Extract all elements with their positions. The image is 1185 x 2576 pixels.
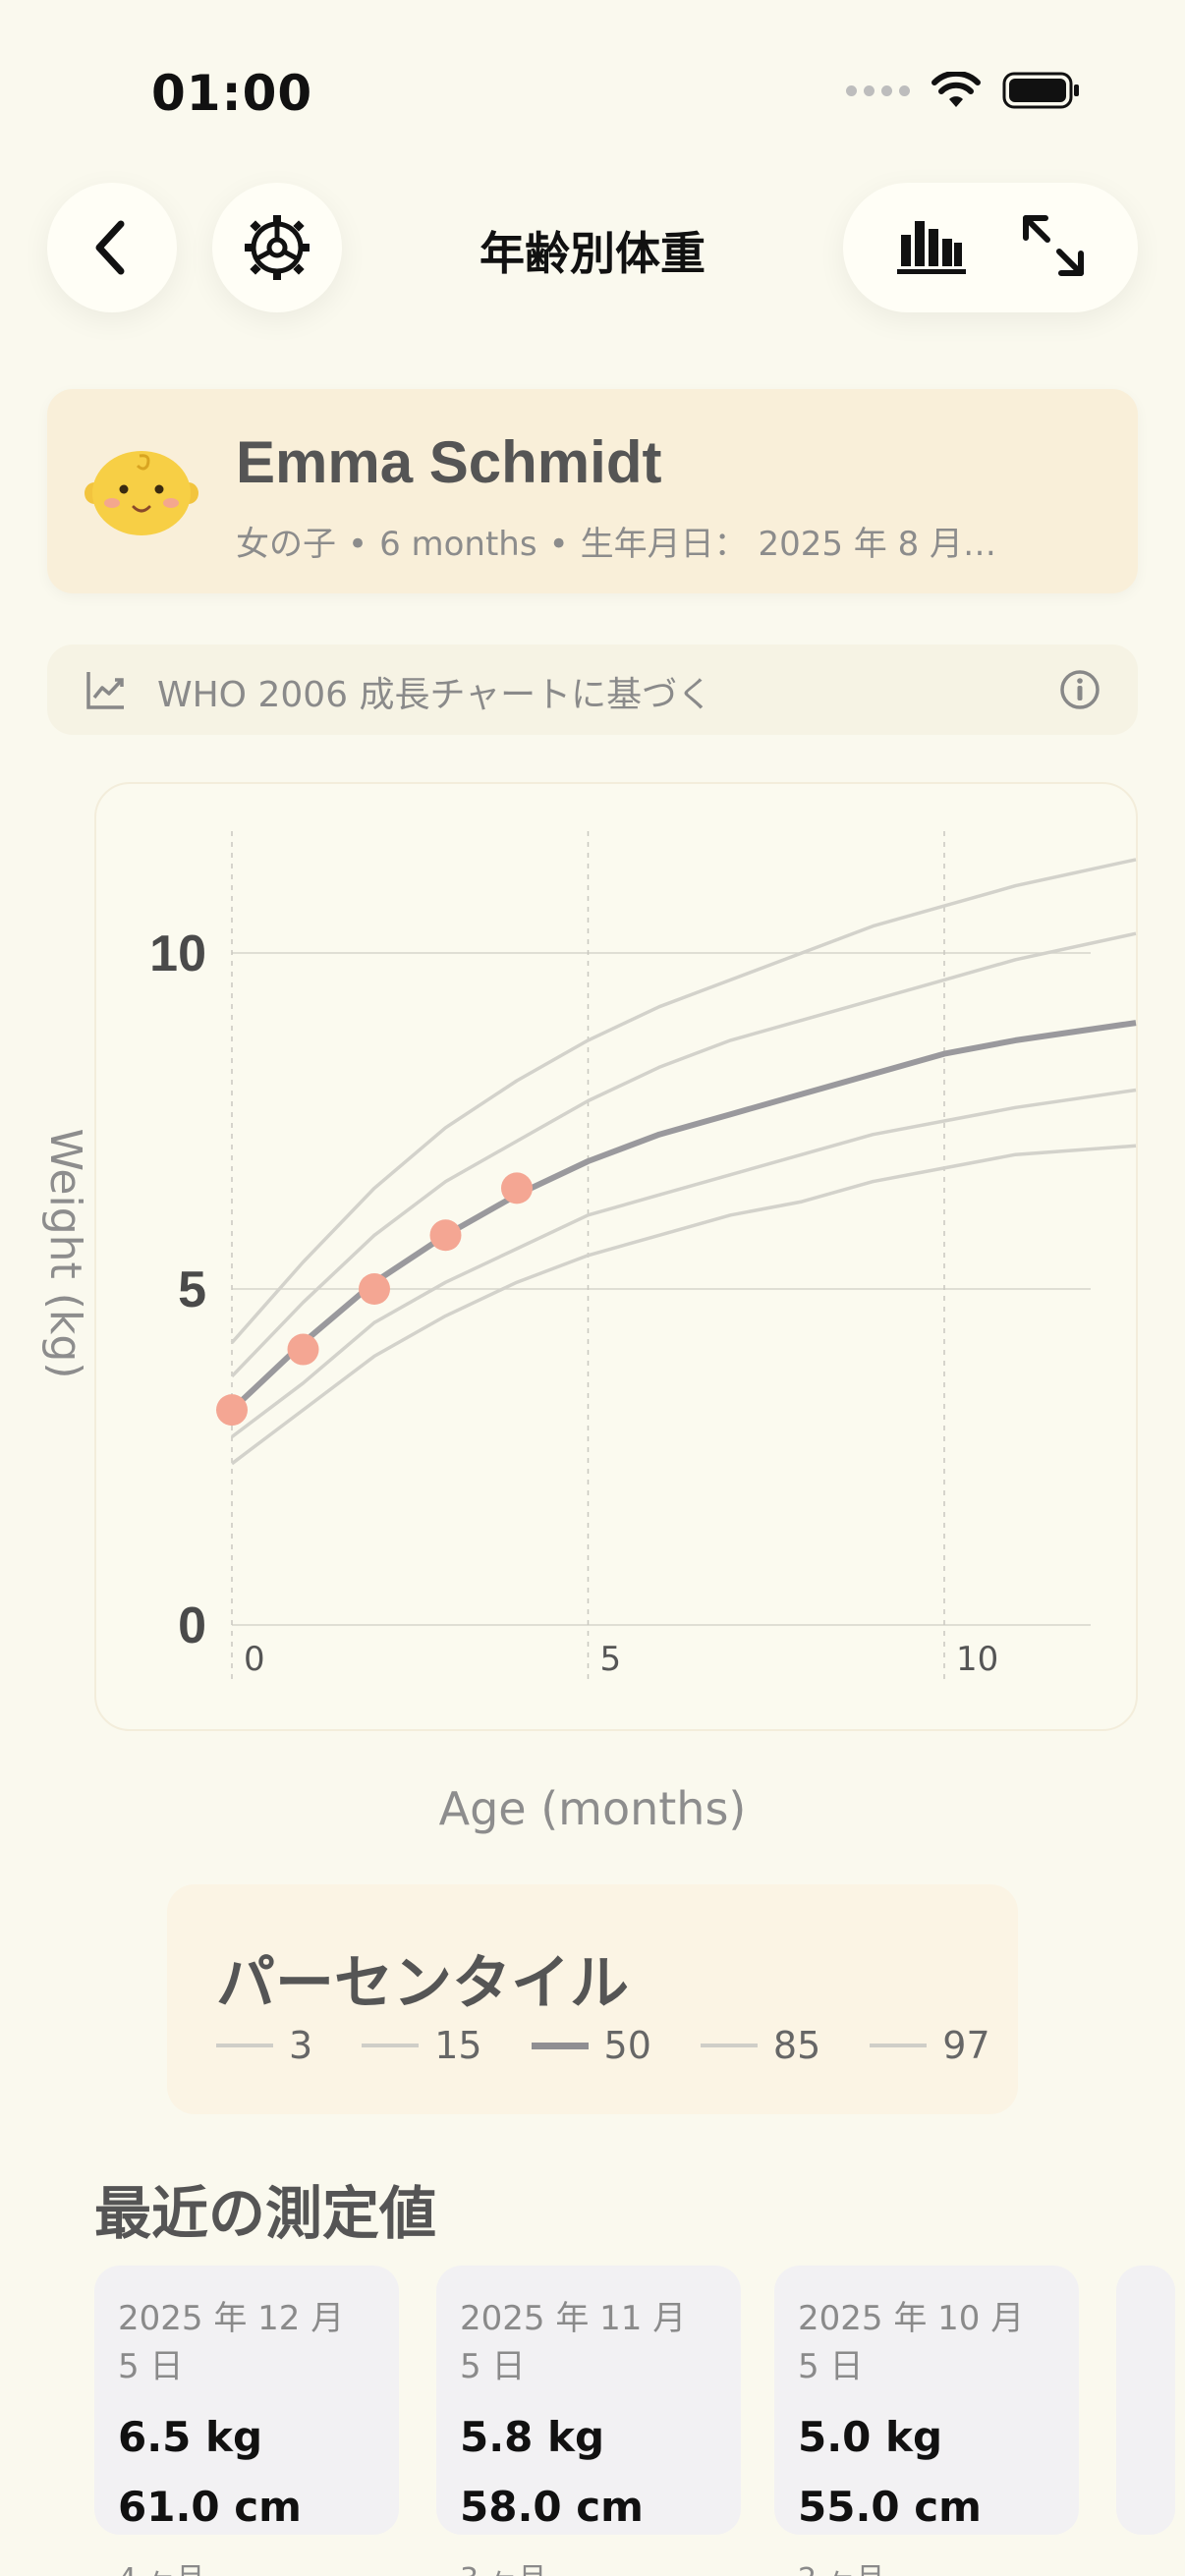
measurement-age: 4 ヶ月 bbox=[118, 2554, 375, 2576]
x-tick-label: 10 bbox=[956, 1640, 998, 1679]
legend-items: 3 15 50 85 97 bbox=[216, 2024, 1040, 2067]
back-button[interactable] bbox=[47, 183, 177, 312]
measurement-card[interactable]: 2025 年 12 月 5 日 6.5 kg 61.0 cm 4 ヶ月 bbox=[94, 2266, 399, 2576]
legend-swatch bbox=[531, 2042, 589, 2049]
measurement-height: 61.0 cm bbox=[118, 2483, 302, 2531]
legend-swatch bbox=[870, 2044, 928, 2047]
child-name: Emma Schmidt bbox=[236, 429, 662, 495]
legend-swatch bbox=[700, 2044, 758, 2047]
measurement-card-partial[interactable] bbox=[1116, 2266, 1175, 2535]
legend-label: 85 bbox=[772, 2024, 821, 2067]
measurement-height: 55.0 cm bbox=[798, 2483, 982, 2531]
battery-icon bbox=[1002, 72, 1079, 109]
measurement-points bbox=[216, 1172, 533, 1427]
signal-dots-icon bbox=[846, 84, 910, 96]
measurement-weight: 5.0 kg bbox=[798, 2413, 943, 2461]
chart-card bbox=[94, 782, 1138, 1731]
percentile-line-50 bbox=[229, 1020, 1137, 1413]
child-age: 6 months bbox=[379, 525, 537, 564]
y-tick-label: 10 bbox=[149, 925, 206, 982]
measurement-card[interactable]: 2025 年 11 月 5 日 5.8 kg 58.0 cm 3 ヶ月 bbox=[436, 2266, 741, 2576]
recent-measurements-title: 最近の測定値 bbox=[94, 2180, 437, 2247]
legend-swatch bbox=[216, 2044, 273, 2047]
percentile-legend bbox=[167, 1884, 1018, 2114]
measurement-date: 2025 年 11 月 5 日 bbox=[460, 2299, 687, 2386]
measurement-point bbox=[429, 1219, 462, 1252]
measurement-point bbox=[287, 1333, 319, 1366]
percentile-lines bbox=[229, 858, 1137, 1466]
gear-icon bbox=[245, 215, 310, 280]
legend-label: 3 bbox=[289, 2024, 313, 2067]
measurement-date: 2025 年 12 月 5 日 bbox=[118, 2299, 345, 2386]
page-title: 年齢別体重 bbox=[480, 227, 705, 280]
percentile-line-3 bbox=[230, 1144, 1137, 1466]
legend-item-3: 3 bbox=[216, 2024, 312, 2067]
y-tick-label: 0 bbox=[178, 1597, 206, 1654]
bar-chart-icon bbox=[896, 221, 966, 274]
legend-item-97: 97 bbox=[870, 2024, 990, 2067]
x-axis-label: Age (months) bbox=[438, 1782, 747, 1835]
x-tick-label: 0 bbox=[244, 1640, 265, 1679]
legend-item-15: 15 bbox=[362, 2024, 482, 2067]
measurement-weight: 5.8 kg bbox=[460, 2413, 605, 2461]
who-banner[interactable] bbox=[47, 644, 1138, 735]
child-dob: 生年月日： 2025 年 8 月… bbox=[580, 525, 997, 564]
legend-swatch bbox=[362, 2044, 420, 2047]
wifi-icon bbox=[931, 72, 981, 107]
child-meta: 女の子 • 6 months • 生年月日： 2025 年 8 月… bbox=[236, 525, 997, 564]
child-sex: 女の子 bbox=[236, 525, 336, 564]
measurement-card[interactable]: 2025 年 10 月 5 日 5.0 kg 55.0 cm 2 ヶ月 bbox=[774, 2266, 1079, 2576]
legend-item-50: 50 bbox=[531, 2024, 651, 2067]
percentile-line-97 bbox=[230, 858, 1137, 1344]
growth-chart[interactable]: 0 5 10 0 5 10 Weight (kg) bbox=[0, 782, 1185, 1731]
percentile-line-15 bbox=[230, 1088, 1137, 1438]
trend-chart-icon bbox=[86, 672, 124, 709]
legend-label: 50 bbox=[603, 2024, 651, 2067]
axis-ticks: 0 5 10 0 5 10 bbox=[149, 925, 998, 1679]
status-icons bbox=[846, 71, 1081, 110]
nav-actions-pill bbox=[843, 183, 1138, 312]
y-axis-label: Weight (kg) bbox=[40, 1128, 90, 1378]
measurement-point bbox=[359, 1273, 390, 1305]
chart-grid bbox=[231, 831, 1091, 1680]
chart-toggle-button[interactable] bbox=[895, 215, 968, 280]
measurement-age: 2 ヶ月 bbox=[798, 2554, 1055, 2576]
measurement-point bbox=[501, 1172, 533, 1204]
baby-face-icon bbox=[85, 451, 198, 535]
status-time: 01:00 bbox=[151, 65, 313, 122]
profile-card[interactable] bbox=[47, 389, 1138, 593]
percentile-line-85 bbox=[230, 931, 1137, 1378]
y-tick-label: 5 bbox=[178, 1261, 206, 1318]
legend-label: 97 bbox=[942, 2024, 990, 2067]
legend-title: パーセンタイル bbox=[216, 1949, 629, 2018]
info-icon[interactable] bbox=[1058, 668, 1101, 711]
legend-item-85: 85 bbox=[700, 2024, 821, 2067]
legend-label: 15 bbox=[434, 2024, 482, 2067]
expand-icon bbox=[1022, 215, 1084, 276]
expand-button[interactable] bbox=[1020, 212, 1087, 283]
measurement-age: 3 ヶ月 bbox=[460, 2554, 717, 2576]
measurement-weight: 6.5 kg bbox=[118, 2413, 263, 2461]
settings-button[interactable] bbox=[212, 183, 342, 312]
measurement-point bbox=[216, 1394, 248, 1427]
chevron-left-icon bbox=[95, 220, 125, 275]
measurement-height: 58.0 cm bbox=[460, 2483, 644, 2531]
who-banner-text: WHO 2006 成長チャートに基づく bbox=[157, 675, 713, 715]
x-tick-label: 5 bbox=[600, 1640, 622, 1679]
measurement-date: 2025 年 10 月 5 日 bbox=[798, 2299, 1025, 2386]
